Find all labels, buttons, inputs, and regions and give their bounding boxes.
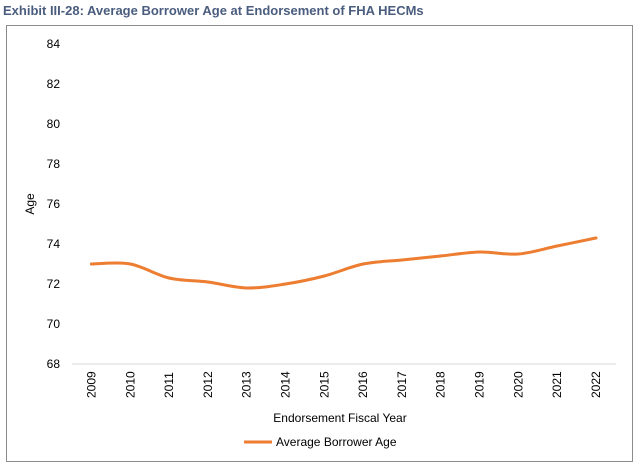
y-tick-label: 68	[47, 357, 61, 371]
x-tick-label: 2019	[473, 371, 487, 398]
y-tick-label: 80	[47, 117, 61, 131]
x-tick-label: 2011	[162, 372, 176, 398]
x-tick-label: 2022	[589, 371, 603, 398]
y-axis-ticks: 68 70 72 74 76 78 80 82 84	[47, 37, 61, 371]
data-point	[555, 244, 559, 248]
data-point	[245, 286, 249, 290]
y-tick-label: 82	[47, 77, 61, 91]
y-tick-label: 84	[47, 37, 61, 51]
chart-frame	[6, 25, 633, 462]
series-line-average-borrower-age	[90, 236, 598, 290]
data-point	[400, 258, 404, 262]
data-point	[478, 250, 481, 254]
y-tick-label: 78	[47, 157, 61, 171]
x-tick-label: 2018	[434, 371, 448, 398]
x-tick-label: 2009	[85, 371, 99, 398]
legend: Average Borrower Age	[244, 435, 397, 449]
x-axis-label: Endorsement Fiscal Year	[273, 411, 406, 425]
series-points	[90, 236, 598, 290]
legend-label: Average Borrower Age	[276, 435, 397, 449]
x-tick-label: 2017	[395, 371, 409, 398]
x-tick-label: 2012	[201, 371, 215, 398]
data-point	[594, 236, 598, 240]
y-axis-label: Age	[23, 193, 37, 215]
x-axis-ticks: 2009 2010 2011 2012 2013 2014 2015 2016 2017 2018…	[85, 371, 603, 398]
x-tick-label: 2020	[511, 371, 525, 398]
x-tick-label: 2014	[279, 371, 293, 398]
data-point	[284, 282, 287, 286]
data-point	[128, 262, 132, 266]
x-tick-label: 2021	[550, 371, 564, 398]
data-point	[322, 274, 326, 278]
y-tick-label: 72	[47, 277, 61, 291]
data-point	[516, 252, 520, 256]
x-tick-label: 2015	[317, 371, 331, 398]
data-point	[361, 262, 365, 266]
y-tick-label: 70	[47, 317, 61, 331]
data-point	[206, 280, 210, 284]
data-point	[167, 276, 171, 280]
y-tick-label: 76	[47, 197, 61, 211]
exhibit-title: Exhibit III-28: Average Borrower Age at …	[3, 3, 424, 18]
x-tick-label: 2013	[240, 371, 254, 398]
data-point	[90, 262, 93, 266]
y-tick-label: 74	[47, 237, 61, 251]
x-tick-label: 2016	[356, 371, 370, 398]
x-tick-label: 2010	[123, 371, 137, 398]
data-point	[439, 254, 443, 258]
